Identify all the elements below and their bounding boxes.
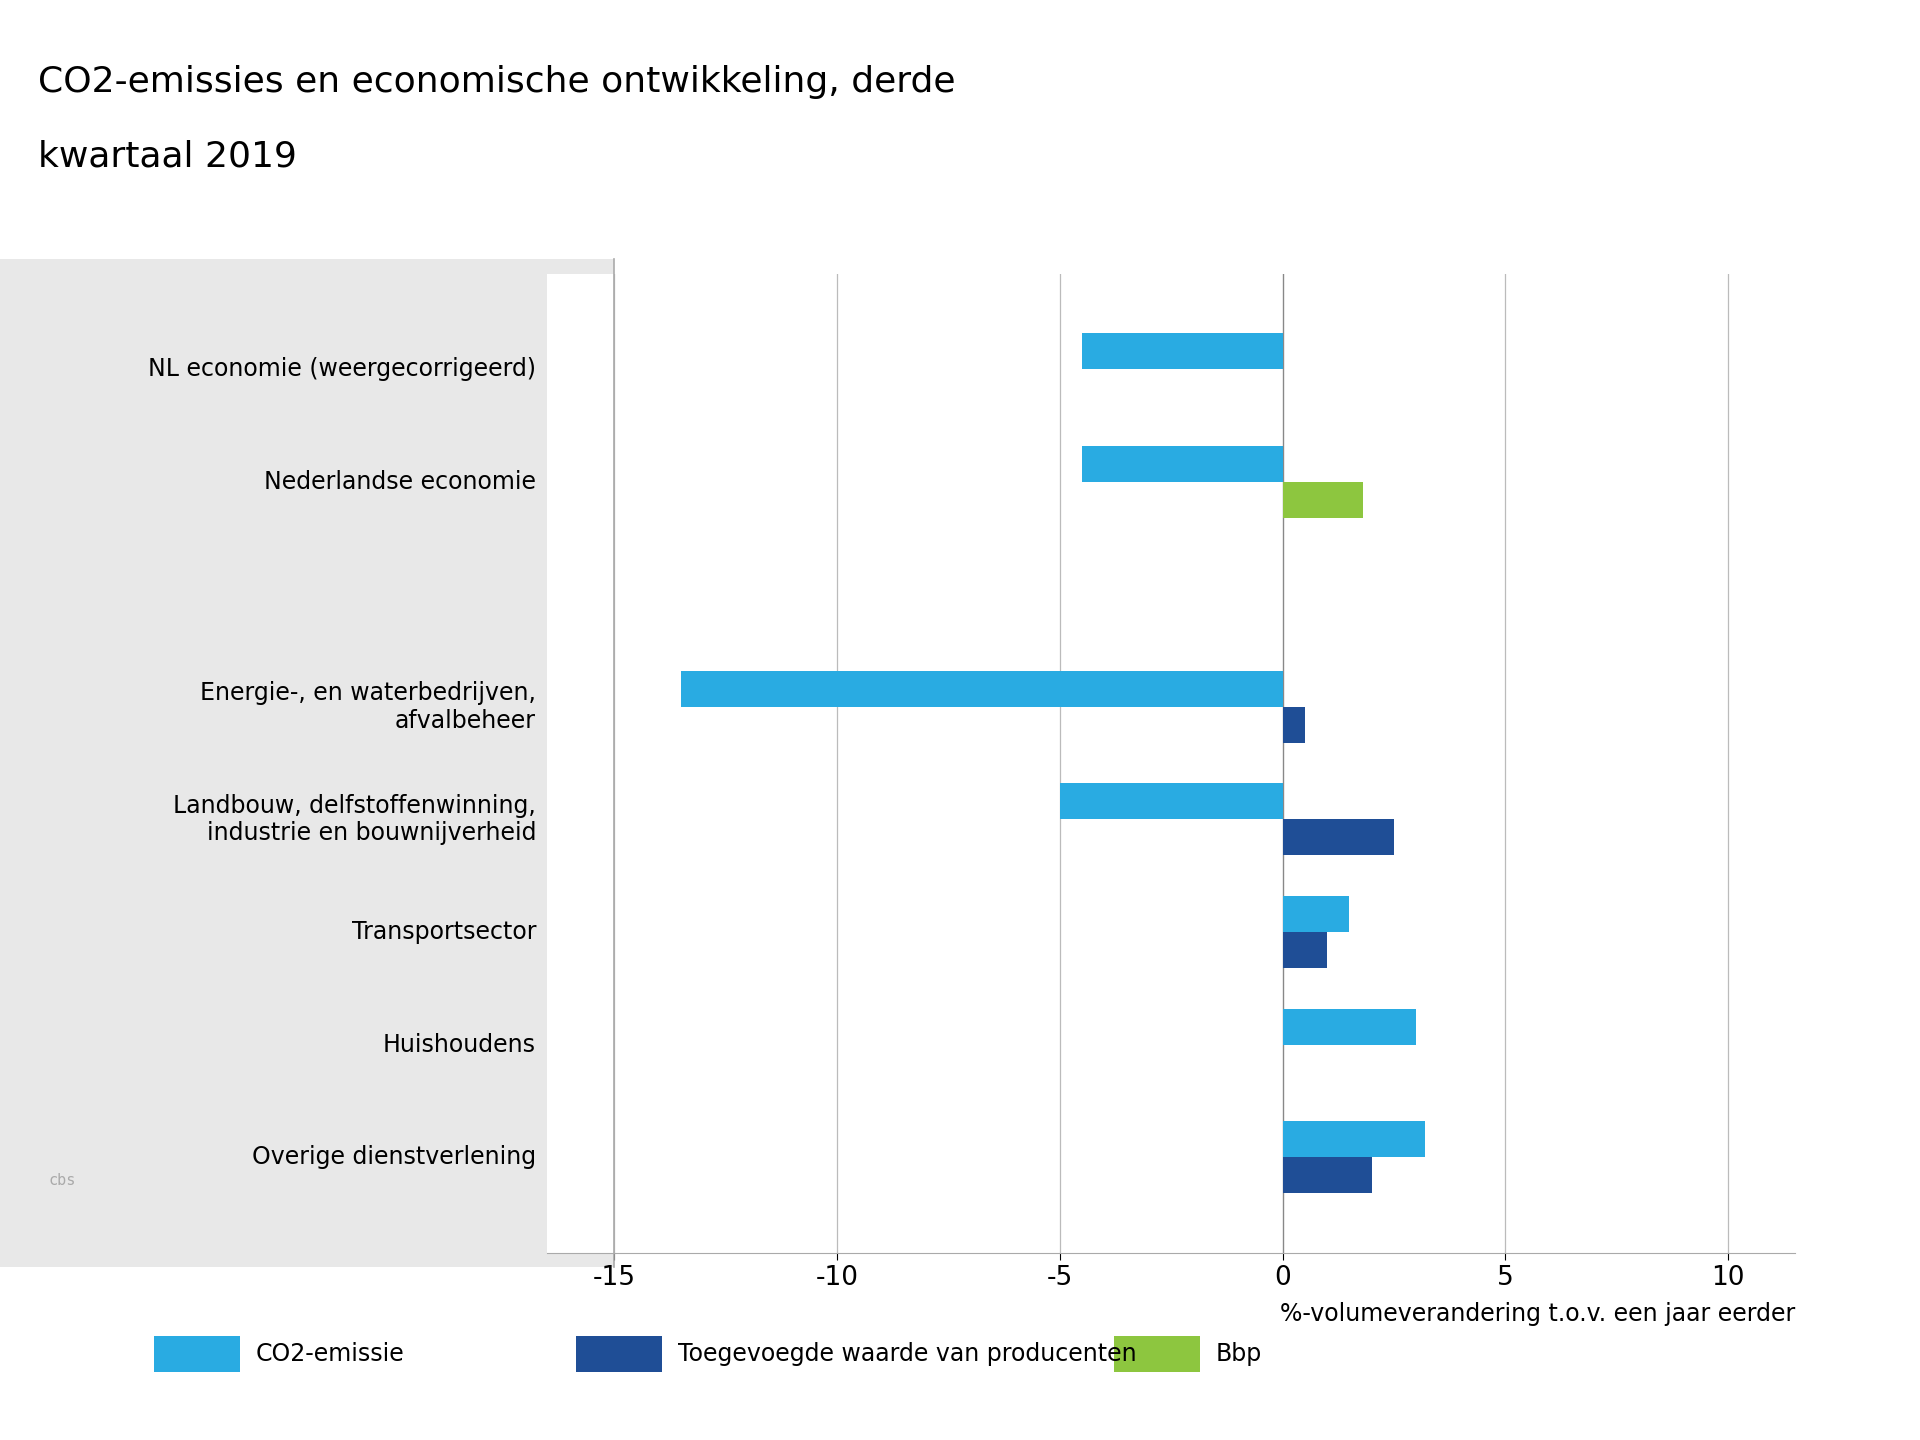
Bar — [1283, 707, 1306, 743]
Bar — [1060, 783, 1283, 819]
Text: cbs: cbs — [48, 1174, 75, 1188]
Bar — [1083, 446, 1283, 482]
Text: Toegevoegde waarde van producenten: Toegevoegde waarde van producenten — [678, 1342, 1137, 1365]
Text: kwartaal 2019: kwartaal 2019 — [38, 140, 298, 174]
Bar — [1283, 819, 1394, 855]
Text: CO2-emissie: CO2-emissie — [255, 1342, 403, 1365]
Bar — [1283, 1008, 1417, 1044]
Text: Bbp: Bbp — [1215, 1342, 1261, 1365]
Bar — [1283, 932, 1327, 968]
Bar — [682, 671, 1283, 707]
Bar — [1283, 1122, 1425, 1158]
Bar — [1083, 333, 1283, 369]
X-axis label: %-volumeverandering t.o.v. een jaar eerder: %-volumeverandering t.o.v. een jaar eerd… — [1281, 1302, 1795, 1326]
Text: CO2-emissies en economische ontwikkeling, derde: CO2-emissies en economische ontwikkeling… — [38, 65, 956, 99]
Bar — [1283, 1158, 1371, 1194]
Bar — [1283, 482, 1363, 518]
Bar — [1283, 896, 1350, 932]
